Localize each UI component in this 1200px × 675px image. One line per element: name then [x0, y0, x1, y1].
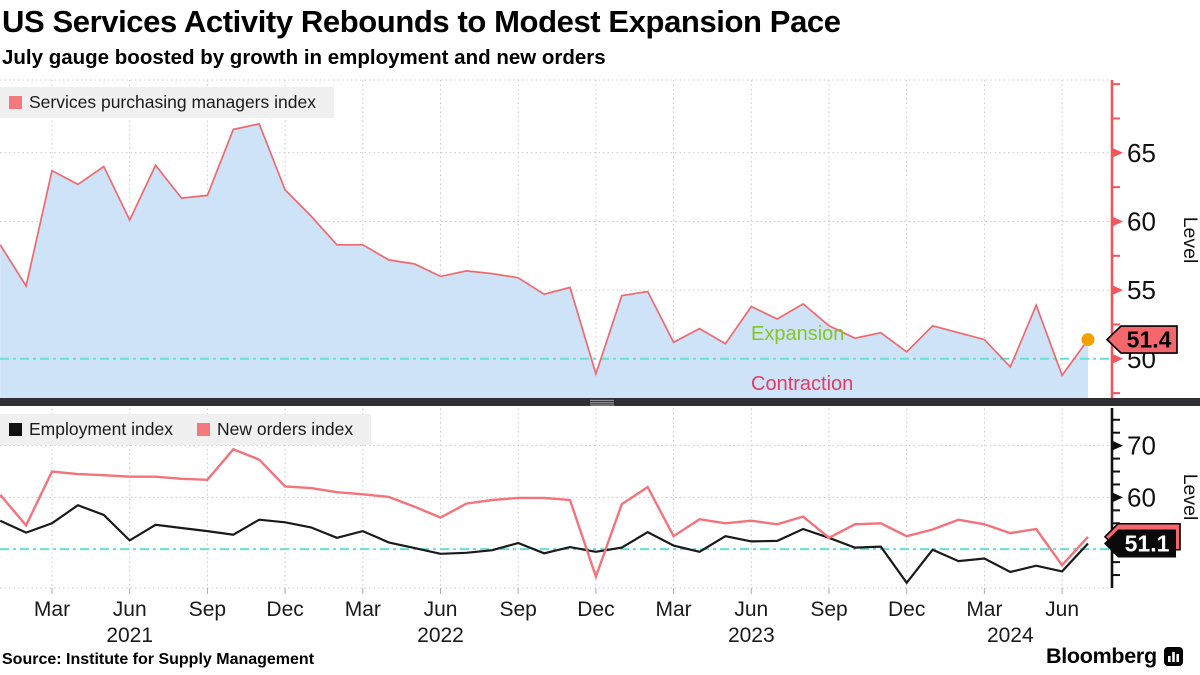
axis-tick-major [1112, 492, 1123, 503]
legend-item-employment: Employment index [9, 419, 173, 440]
panel-divider [0, 398, 1200, 406]
employment-badge-shape [1104, 529, 1176, 558]
employment-legend-swatch [9, 423, 22, 436]
spmi-legend-label: Services purchasing managers index [29, 92, 316, 112]
axis-tick-label: 55 [1127, 275, 1156, 305]
source-note: Source: Institute for Supply Management [2, 651, 315, 668]
divider-drag-handle[interactable] [590, 404, 614, 406]
spmi-badge-shape [1105, 325, 1178, 354]
page-title: US Services Activity Rebounds to Modest … [2, 4, 841, 39]
x-month-label: Sep [810, 598, 847, 621]
x-year-label: 2023 [728, 624, 775, 647]
last-point-marker [1081, 333, 1095, 347]
x-month-label: Dec [266, 598, 303, 621]
legend-bottom: Employment index New orders index [0, 414, 372, 445]
employment-line [0, 503, 1089, 585]
spmi-line [0, 122, 1089, 378]
axis-tick-major [1112, 285, 1123, 296]
axis-tick-label: 70 [1127, 431, 1156, 461]
x-month-label: Dec [577, 598, 614, 621]
spmi-badge-value: 51.4 [1127, 327, 1172, 353]
axis-tick-major [1112, 353, 1123, 364]
new-orders-line [0, 447, 1089, 581]
x-year-label: 2021 [106, 624, 153, 647]
x-year-label: 2024 [987, 624, 1034, 647]
divider-drag-handle[interactable] [590, 402, 614, 404]
new-orders-legend-swatch [196, 423, 210, 436]
expansion-annotation: Expansion [751, 323, 845, 345]
axis-tick-label: 60 [1127, 206, 1156, 236]
axis-title-level: Level [1179, 217, 1200, 264]
employment-legend-label: Employment index [29, 419, 173, 439]
x-month-label: Mar [34, 598, 70, 621]
vertical-gridlines [0, 79, 1112, 594]
spmi-value-badge: 51.4 [1105, 325, 1178, 354]
contraction-annotation: Contraction [751, 373, 854, 395]
axis-tick-major [1112, 147, 1123, 158]
x-month-label: Sep [189, 598, 226, 621]
x-month-label: Jun [113, 598, 147, 621]
axis-tick-label: 65 [1127, 138, 1156, 168]
legend-item-new-orders: New orders index [196, 419, 354, 440]
bloomberg-wordmark: Bloomberg [1046, 644, 1157, 668]
axis-title-level: Level [1179, 474, 1200, 521]
legend-top: Services purchasing managers index [0, 87, 334, 118]
new-orders-legend-label: New orders index [216, 419, 354, 439]
x-month-label: Sep [500, 598, 537, 621]
x-month-label: Mar [345, 598, 381, 621]
divider-drag-handle[interactable] [590, 399, 614, 402]
x-month-label: Mar [966, 598, 1002, 621]
bloomberg-logo-icon [1163, 647, 1183, 666]
x-year-label: 2022 [417, 624, 464, 647]
bloomberg-brand: Bloomberg [1046, 644, 1183, 669]
x-axis-labels: Mar Jun Sep Dec Mar Jun Sep Dec Mar Jun Sep Dec Mar J… [34, 598, 1079, 647]
horizontal-gridlines [0, 445, 1112, 498]
x-month-label: Mar [656, 598, 692, 621]
legend-item-spmi: Services purchasing managers index [9, 92, 316, 113]
bottom-right-axis: 60 70 Level [1110, 408, 1200, 588]
axis-tick-major [1112, 440, 1123, 451]
page-subtitle: July gauge boosted by growth in employme… [2, 46, 606, 69]
employment-badge-value: 51.1 [1125, 530, 1170, 556]
x-month-label: Jun [1045, 598, 1079, 621]
spmi-area-fill [0, 123, 1089, 401]
x-month-label: Jun [424, 598, 458, 621]
employment-value-badge: 51.1 [1104, 529, 1176, 558]
axis-tick-major [1112, 216, 1123, 227]
x-month-label: Dec [888, 598, 925, 621]
spmi-legend-swatch [9, 96, 22, 109]
x-month-label: Jun [734, 598, 768, 621]
axis-tick-label: 60 [1127, 482, 1156, 512]
